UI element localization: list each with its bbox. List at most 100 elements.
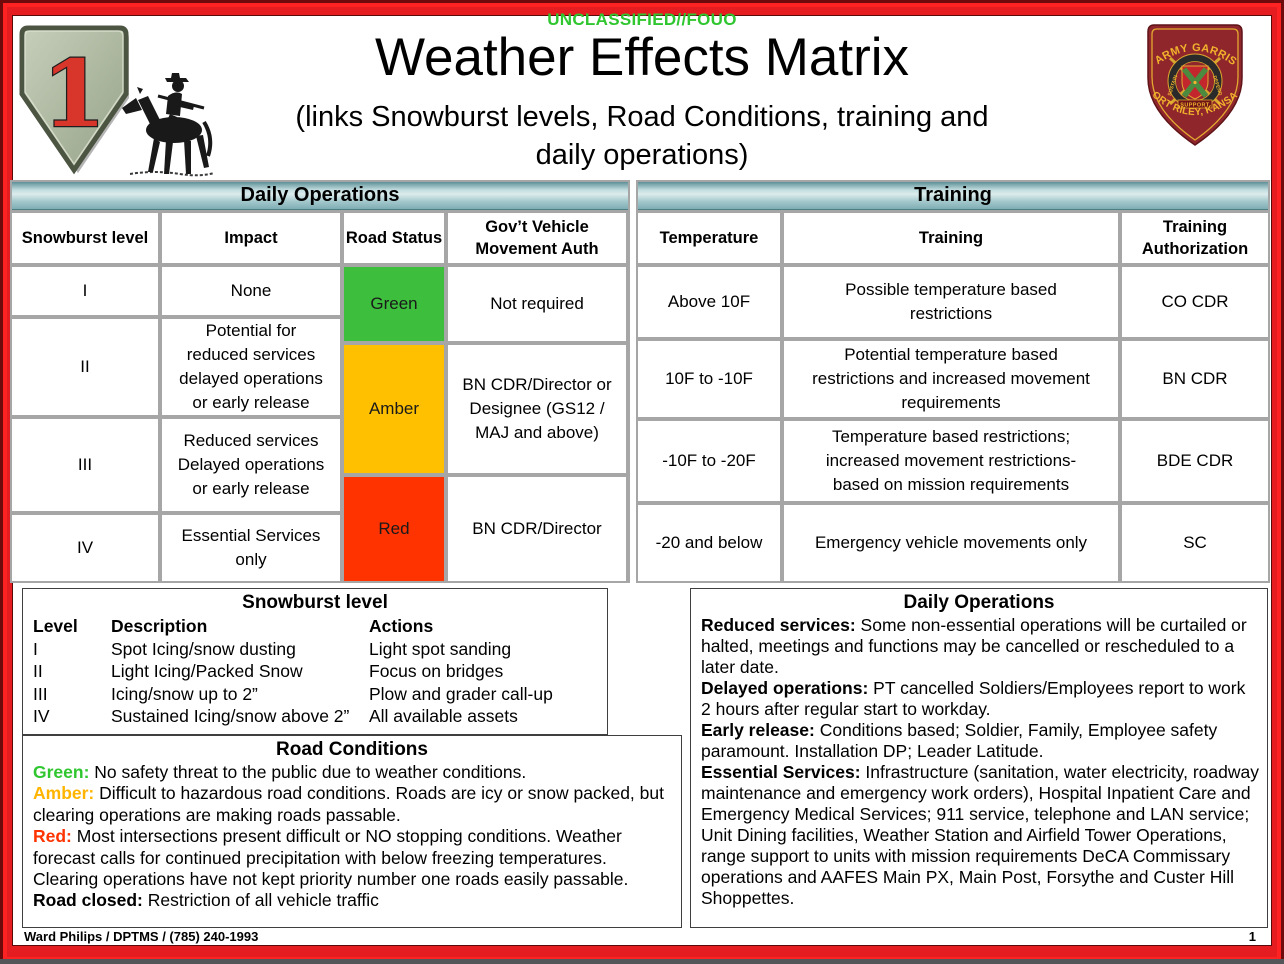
road-condition-text: Restriction of all vehicle traffic	[147, 890, 379, 911]
legend-col-description: Description	[111, 616, 208, 636]
table-row-authorization: BN CDR	[1122, 341, 1268, 417]
road-condition-item: Amber: Difficult to hazardous road condi…	[23, 783, 681, 826]
snowburst-legend-box: Snowburst level Level Description Action…	[22, 588, 608, 735]
table-row-authorization: CO CDR	[1122, 267, 1268, 337]
table-row-temperature: -10F to -20F	[638, 421, 780, 501]
legend-action: Plow and grader call-up	[369, 683, 553, 704]
legend-row: I Spot Icing/snow dusting Light spot san…	[23, 638, 607, 661]
daily-operations-definitions-box: Daily Operations Reduced services: Some …	[690, 588, 1268, 928]
definition-item: Early release: Conditions based; Soldier…	[691, 720, 1267, 762]
legend-col-actions: Actions	[369, 616, 434, 636]
daily-definitions-title: Daily Operations	[903, 592, 1055, 613]
col-header-road-status: Road Status	[344, 213, 444, 263]
road-condition-text: Difficult to hazardous road conditions. …	[33, 783, 664, 825]
snowburst-legend-title: Snowburst level	[242, 592, 388, 613]
legend-action: Focus on bridges	[369, 661, 504, 681]
legend-description: Light Icing/Packed Snow	[111, 661, 303, 681]
movement-auth-cell: BN CDR/Director	[448, 477, 626, 581]
definition-term: Reduced services:	[701, 615, 856, 635]
table-row-training: Emergency vehicle movements only	[784, 505, 1118, 581]
table-row-temperature: -20 and below	[638, 505, 780, 581]
road-status-green-cell: Green	[344, 267, 444, 341]
table-row-authorization: BDE CDR	[1122, 421, 1268, 501]
table-row-impact: Potential for reduced services delayed o…	[162, 319, 340, 415]
definition-text: Infrastructure (sanitation, water electr…	[701, 762, 1260, 908]
table-row-training: Possible temperature based restrictions	[784, 267, 1118, 337]
page-title: Weather Effects Matrix	[374, 28, 910, 87]
legend-action: All available assets	[369, 706, 518, 726]
definition-item: Essential Services: Infrastructure (sani…	[691, 762, 1267, 909]
road-status-amber-cell: Amber	[344, 345, 444, 473]
road-condition-item: Road closed: Restriction of all vehicle …	[23, 890, 681, 911]
legend-level: I	[33, 638, 38, 659]
road-condition-text: Most intersections present difficult or …	[33, 826, 629, 890]
legend-description: Spot Icing/snow dusting	[111, 638, 296, 659]
training-table-title: Training	[638, 182, 1268, 210]
patch-number: 1	[42, 40, 106, 148]
legend-action: Light spot sanding	[369, 638, 512, 659]
col-header-movement-auth: Gov’t Vehicle Movement Auth	[448, 213, 626, 263]
movement-auth-cell: Not required	[448, 267, 626, 341]
training-table: Training Temperature Training Training A…	[636, 180, 1270, 583]
road-condition-term: Red:	[33, 826, 72, 847]
legend-level: II	[33, 661, 43, 681]
definition-item: Reduced services: Some non-essential ope…	[691, 615, 1267, 678]
table-row-impact: None	[162, 267, 340, 315]
legend-level: IV	[33, 706, 50, 726]
road-condition-term: Green:	[33, 762, 90, 782]
patch-shield	[19, 25, 129, 175]
definition-term: Early release:	[701, 720, 815, 740]
page-number: 1	[1248, 929, 1256, 944]
cavalry-rider-image	[122, 73, 215, 177]
road-condition-term: Road closed:	[33, 890, 143, 911]
table-row-temperature: 10F to -10F	[638, 341, 780, 417]
definition-term: Delayed operations:	[701, 678, 869, 698]
window-edge-strip	[0, 959, 1284, 964]
legend-row: III Icing/snow up to 2” Plow and grader …	[23, 683, 607, 706]
definition-term: Essential Services:	[701, 762, 861, 782]
road-status-red-cell: Red	[344, 477, 444, 581]
table-row-impact: Reduced services Delayed operations or e…	[162, 419, 340, 511]
col-header-temperature: Temperature	[638, 213, 780, 263]
classification-banner: UNCLASSIFIED//FOUO	[547, 10, 737, 29]
movement-auth-cell: BN CDR/Director or Designee (GS12 / MAJ …	[448, 345, 626, 473]
legend-level: III	[33, 683, 48, 704]
daily-operations-table: Daily Operations Snowburst level Impact …	[10, 180, 630, 583]
definition-text: Conditions based; Soldier, Family, Emplo…	[701, 720, 1218, 761]
fort-riley-garrison-crest-logo: SUSTAIN DEFEND SUPPORT US ARMY GARRISON …	[1138, 20, 1243, 146]
crest-banner-text: SUPPORT	[1180, 102, 1210, 108]
page-subtitle: (links Snowburst levels, Road Conditions…	[295, 101, 989, 171]
legend-row: IV Sustained Icing/snow above 2” All ava…	[23, 705, 607, 728]
table-row-training: Potential temperature based restrictions…	[784, 341, 1118, 417]
definition-item: Delayed operations: PT cancelled Soldier…	[691, 678, 1267, 720]
col-header-snowburst-level: Snowburst level	[12, 213, 158, 263]
definition-text: Some non-essential operations will be cu…	[701, 615, 1247, 677]
road-conditions-title: Road Conditions	[276, 739, 428, 760]
legend-description: Icing/snow up to 2”	[111, 683, 258, 704]
col-header-impact: Impact	[162, 213, 340, 263]
road-condition-text: No safety threat to the public due to we…	[94, 762, 527, 782]
legend-row: II Light Icing/Packed Snow Focus on brid…	[23, 660, 607, 683]
snowburst-legend-header: Level Description Actions	[23, 615, 607, 638]
table-row-authorization: SC	[1122, 505, 1268, 581]
road-conditions-box: Road Conditions Green: No safety threat …	[22, 735, 682, 928]
footer-author: Ward Philips / DPTMS / (785) 240-1993	[24, 929, 259, 944]
legend-col-level: Level	[33, 616, 78, 636]
definition-text: PT cancelled Soldiers/Employees report t…	[701, 678, 1246, 719]
road-condition-term: Amber:	[33, 783, 95, 804]
table-row-training: Temperature based restrictions; increase…	[784, 421, 1118, 501]
table-row-level: IV	[12, 515, 158, 581]
road-condition-item: Green: No safety threat to the public du…	[23, 762, 681, 783]
col-header-training: Training	[784, 213, 1118, 263]
table-row-level: III	[12, 419, 158, 511]
road-condition-item: Red: Most intersections present difficul…	[23, 826, 681, 890]
table-row-impact: Essential Services only	[162, 515, 340, 581]
first-infantry-division-patch-logo: 1	[19, 25, 129, 175]
legend-description: Sustained Icing/snow above 2”	[111, 706, 350, 726]
col-header-training-authorization: Training Authorization	[1122, 213, 1268, 263]
table-row-level: I	[12, 267, 158, 315]
table-row-level: II	[12, 319, 158, 415]
table-row-temperature: Above 10F	[638, 267, 780, 337]
daily-operations-table-title: Daily Operations	[12, 182, 628, 210]
